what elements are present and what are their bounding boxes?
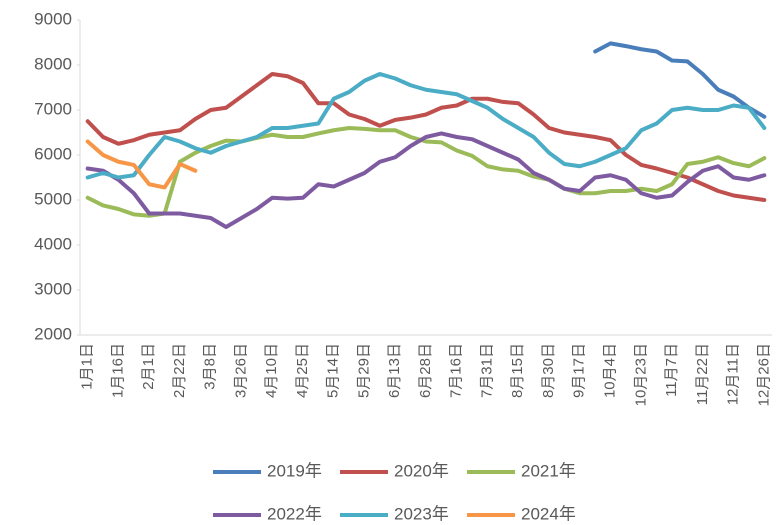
line (85, 72, 767, 202)
line (85, 131, 767, 229)
y-tick-label: 2000 (34, 324, 72, 343)
x-tick-label: 2月22日 (171, 343, 188, 398)
legend-label: 2024年 (521, 504, 576, 523)
y-tick-label: 7000 (34, 99, 72, 118)
x-tick-label: 5月14日 (325, 343, 342, 398)
legend-label: 2020年 (394, 461, 449, 480)
x-tick-label: 8月15日 (509, 343, 526, 398)
x-tick-label: 1月1日 (79, 343, 96, 390)
y-tick-label: 4000 (34, 234, 72, 253)
x-tick-label: 8月30日 (540, 343, 557, 398)
x-tick-label: 4月10日 (263, 343, 280, 398)
x-tick-label: 1月16日 (109, 343, 126, 398)
x-tick-label: 10月23日 (632, 343, 649, 406)
x-tick-label: 6月28日 (417, 343, 434, 398)
x-tick-label: 10月4日 (602, 343, 619, 398)
x-tick-label: 12月11日 (725, 343, 742, 405)
legend-label: 2021年 (521, 461, 576, 480)
x-tick-label: 2月1日 (140, 343, 157, 390)
x-tick-label: 11月7日 (663, 343, 680, 397)
x-tick-label: 6月13日 (386, 343, 403, 398)
y-tick-label: 9000 (34, 9, 72, 28)
y-tick-label: 6000 (34, 144, 72, 163)
x-tick-label: 11月22日 (694, 343, 711, 405)
y-tick-label: 8000 (34, 54, 72, 73)
x-tick-label: 12月26日 (755, 343, 772, 406)
line (593, 41, 767, 119)
x-tick-label: 3月8日 (202, 343, 219, 390)
y-tick-label: 5000 (34, 189, 72, 208)
line (85, 72, 767, 180)
x-tick-label: 4月25日 (294, 343, 311, 398)
x-tick-label: 5月29日 (355, 343, 372, 398)
x-tick-label: 7月31日 (478, 343, 495, 398)
legend-label: 2023年 (394, 504, 449, 523)
line (85, 139, 198, 190)
legend-label: 2022年 (267, 504, 322, 523)
x-tick-label: 9月17日 (571, 343, 588, 398)
y-tick-label: 3000 (34, 279, 72, 298)
x-tick-label: 3月26日 (232, 343, 249, 398)
legend-label: 2019年 (267, 461, 322, 480)
x-tick-label: 7月16日 (448, 343, 465, 398)
